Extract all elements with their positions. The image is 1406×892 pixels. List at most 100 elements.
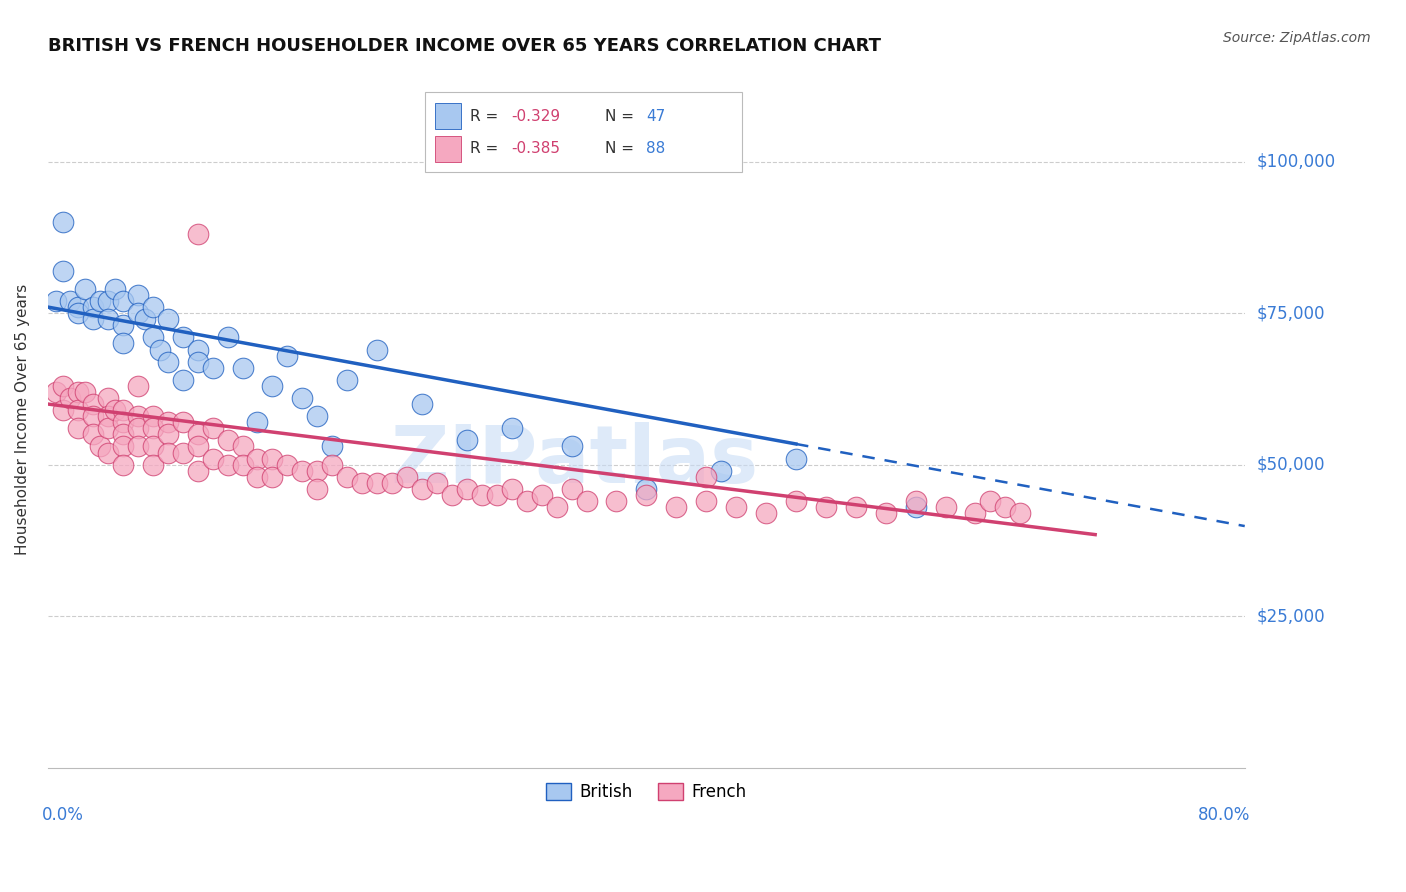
Text: N =: N = <box>605 109 638 124</box>
Point <box>755 506 778 520</box>
Point <box>127 409 149 424</box>
Text: $25,000: $25,000 <box>1257 607 1326 625</box>
Point <box>935 500 957 514</box>
Point <box>97 391 120 405</box>
Point <box>104 403 127 417</box>
Point <box>636 482 658 496</box>
Point <box>187 427 209 442</box>
Point <box>156 427 179 442</box>
Point <box>231 440 253 454</box>
Point <box>59 391 82 405</box>
Text: 0.0%: 0.0% <box>42 806 84 824</box>
Point <box>156 354 179 368</box>
Point <box>201 451 224 466</box>
Point <box>307 482 329 496</box>
Point <box>231 458 253 472</box>
Text: $100,000: $100,000 <box>1257 153 1336 170</box>
Point <box>52 264 75 278</box>
Point <box>111 440 134 454</box>
Text: $75,000: $75,000 <box>1257 304 1326 322</box>
Point <box>695 470 717 484</box>
Point <box>89 293 111 308</box>
Point <box>561 440 583 454</box>
Point <box>336 373 359 387</box>
Point <box>231 360 253 375</box>
Point <box>217 434 239 448</box>
Point <box>979 494 1001 508</box>
Point <box>366 475 388 490</box>
Point <box>665 500 688 514</box>
Point <box>875 506 897 520</box>
Point <box>104 282 127 296</box>
Point <box>111 293 134 308</box>
Point <box>785 451 807 466</box>
Point <box>396 470 419 484</box>
Point <box>352 475 374 490</box>
Point <box>66 421 89 435</box>
Point <box>291 464 314 478</box>
Point <box>965 506 987 520</box>
Point <box>501 421 523 435</box>
Point <box>276 458 298 472</box>
Point <box>172 330 194 344</box>
Text: R =: R = <box>471 141 503 156</box>
Text: 88: 88 <box>647 141 665 156</box>
Point <box>291 391 314 405</box>
Point <box>82 397 104 411</box>
Point <box>111 403 134 417</box>
Point <box>307 409 329 424</box>
Point <box>501 482 523 496</box>
Point <box>276 349 298 363</box>
Point <box>97 409 120 424</box>
Point <box>97 293 120 308</box>
Point <box>426 475 449 490</box>
Point <box>366 343 388 357</box>
Point <box>321 458 343 472</box>
Point <box>97 312 120 326</box>
Point <box>187 343 209 357</box>
Point <box>785 494 807 508</box>
Point <box>217 330 239 344</box>
Point <box>82 300 104 314</box>
Point <box>485 488 508 502</box>
Point <box>471 488 494 502</box>
Point <box>52 403 75 417</box>
Point <box>172 445 194 459</box>
Point <box>187 440 209 454</box>
Point <box>52 379 75 393</box>
Point <box>262 451 284 466</box>
Point <box>246 451 269 466</box>
Text: N =: N = <box>605 141 638 156</box>
Point <box>156 445 179 459</box>
Point <box>82 312 104 326</box>
Point <box>66 403 89 417</box>
Point <box>605 494 627 508</box>
Point <box>307 464 329 478</box>
Point <box>66 306 89 320</box>
Point <box>111 336 134 351</box>
Text: BRITISH VS FRENCH HOUSEHOLDER INCOME OVER 65 YEARS CORRELATION CHART: BRITISH VS FRENCH HOUSEHOLDER INCOME OVE… <box>48 37 882 55</box>
Point <box>156 312 179 326</box>
Point <box>845 500 868 514</box>
Point <box>814 500 837 514</box>
Point <box>142 440 165 454</box>
Point <box>134 312 156 326</box>
Text: -0.385: -0.385 <box>512 141 560 156</box>
Point <box>127 306 149 320</box>
Point <box>82 409 104 424</box>
Point <box>381 475 404 490</box>
Point <box>695 494 717 508</box>
Point <box>725 500 748 514</box>
Point <box>111 318 134 333</box>
Point <box>44 293 66 308</box>
Bar <box>434 103 461 129</box>
Point <box>187 464 209 478</box>
Point <box>516 494 538 508</box>
Y-axis label: Householder Income Over 65 years: Householder Income Over 65 years <box>15 284 30 555</box>
Point <box>142 409 165 424</box>
Bar <box>434 136 461 162</box>
Point <box>59 293 82 308</box>
Point <box>904 494 927 508</box>
Point <box>66 384 89 399</box>
Point <box>89 440 111 454</box>
